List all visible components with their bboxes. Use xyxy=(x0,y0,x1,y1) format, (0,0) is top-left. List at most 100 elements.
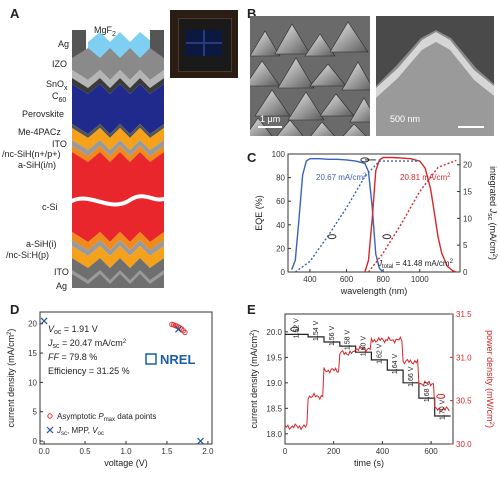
mpp-y2tick-label: 31.0 xyxy=(456,353,472,362)
ag-layer-bottom-ridge xyxy=(72,270,164,284)
panel-label-a: A xyxy=(10,6,20,21)
mpp-ylabel: current density (mA/cm2) xyxy=(249,330,259,429)
device-stack-diagram xyxy=(68,30,167,288)
label-me4pacz: Me-4PACz xyxy=(18,127,61,137)
mpp-step-label: 1.66 V xyxy=(408,366,415,387)
eqe-y2tick-label: 20 xyxy=(463,161,472,170)
snox-layer xyxy=(72,70,164,88)
eqe-series-line-1 xyxy=(364,156,457,273)
mpp-current-line xyxy=(285,333,451,417)
mpp-step-label: 1.70 V xyxy=(440,399,447,420)
eqe-xtick-label: 400 xyxy=(303,275,317,284)
nrel-logo-mark xyxy=(145,353,157,365)
ito-layer-bottom xyxy=(72,246,164,268)
jv-jsc-text: Jsc = 20.47 mA/cm2 xyxy=(47,338,127,350)
panel-label-b: B xyxy=(247,6,257,21)
label-ncsih: /nc-SiH(n+/p+) xyxy=(2,149,61,159)
mpp-y2tick-label: 30.5 xyxy=(456,397,472,406)
eqe-ann-red: 20.81 mA/cm2 xyxy=(400,173,451,182)
mpp-step-label: 1.52 V xyxy=(294,318,301,339)
jv-x-point xyxy=(40,317,48,325)
jv-ylabel: current density (mA/cm2) xyxy=(6,329,16,428)
mpp-step-label: 1.58 V xyxy=(345,330,352,351)
jv-xtick-label: 1.0 xyxy=(120,447,132,456)
nrel-logo-text: NREL xyxy=(160,352,195,367)
scale-label-right: 500 nm xyxy=(390,114,421,124)
eqe-series-line-0 xyxy=(291,158,384,273)
jv-legend-x-text: Jsc, MPP, Voc xyxy=(56,426,104,437)
mpp-step-label: 1.68 V xyxy=(424,382,431,403)
eqe-ann-total: Jtotal = 41.48 mA/cm2 xyxy=(377,259,454,270)
jv-ytick-label: 20 xyxy=(28,320,37,329)
eqe-chart: 400 600 800 100002040608010005101520wavelen… xyxy=(254,150,498,296)
label-perovskite: Perovskite xyxy=(22,109,65,119)
jv-ytick-label: 0 xyxy=(33,437,38,446)
eqe-ytick-label: 80 xyxy=(276,174,285,183)
panel-label-c: C xyxy=(247,150,257,165)
jv-x-point xyxy=(197,437,204,445)
jv-voc-text: Voc = 1.91 V xyxy=(48,324,98,336)
label-ito-top: ITO xyxy=(52,139,67,149)
izo-layer xyxy=(72,48,164,80)
mpp-ytick-label: 18.5 xyxy=(266,404,282,413)
label-ito-bottom: ITO xyxy=(54,267,69,277)
me4pacz-layer xyxy=(72,124,164,138)
mpp-xlabel: time (s) xyxy=(354,458,384,468)
mpp-xtick-label: 200 xyxy=(327,447,341,456)
csi-break-line xyxy=(68,194,167,207)
label-ncsih-p: /nc-Si:H(p) xyxy=(6,250,50,260)
csi-layer xyxy=(72,152,164,242)
label-izo: IZO xyxy=(52,59,67,69)
sem-image-pyramids xyxy=(250,16,370,136)
jv-x-point xyxy=(174,325,182,333)
mpp-step-label: 1.60 V xyxy=(360,336,367,357)
eqe-ytick-label: 20 xyxy=(276,244,285,253)
eqe-y2tick-label: 5 xyxy=(463,241,468,250)
eqe-ytick-label: 100 xyxy=(272,150,286,159)
sem-image-cross-section xyxy=(376,16,494,136)
mpp-chart: 0 200 400 600 18.0 18.5 19.0 19.5 20.0 30.0 30.5 31… xyxy=(249,310,495,468)
eqe-xlabel: wavelength (nm) xyxy=(340,286,408,296)
eqe-xtick-label: 800 xyxy=(376,275,390,284)
jv-xtick-label: 1.5 xyxy=(161,447,173,456)
label-ag-top: Ag xyxy=(58,39,70,49)
mpp-xtick-label: 0 xyxy=(283,447,288,456)
panel-label-d: D xyxy=(10,302,20,317)
eqe-y2tick-label: 0 xyxy=(463,268,468,277)
jv-legend-x xyxy=(46,426,54,434)
mpp-ytick-label: 19.0 xyxy=(266,379,282,388)
perovskite-layer xyxy=(72,84,164,134)
mpp-plot-frame xyxy=(284,313,454,445)
mpp-step-label: 1.56 V xyxy=(329,325,336,346)
mpp-xtick-label: 600 xyxy=(424,447,438,456)
eqe-ylabel2: integrated Jsc (mA/cm2) xyxy=(486,166,498,260)
jv-xlabel: voltage (V) xyxy=(104,458,148,468)
jv-legend-circle-text: Asymptotic Pmax data points xyxy=(57,412,156,423)
label-csi: c-Si xyxy=(42,202,58,212)
label-mgf2: MgF2 xyxy=(94,25,116,38)
jv-xtick-label: 0.0 xyxy=(39,447,51,456)
scale-label-left: 1 μm xyxy=(260,114,281,124)
jv-legend-circle xyxy=(47,413,53,419)
mpp-xtick-label: 400 xyxy=(376,447,390,456)
jv-ytick-label: 5 xyxy=(33,408,38,417)
cell-photo xyxy=(170,10,238,78)
asih-layer-bottom xyxy=(72,232,164,250)
mpp-y2tick-label: 30.0 xyxy=(456,440,472,449)
eqe-plot-frame xyxy=(287,153,461,273)
eqe-y2tick-label: 10 xyxy=(463,214,472,223)
eqe-series-line-3 xyxy=(367,159,457,273)
jv-circle-point xyxy=(182,329,188,336)
eqe-xtick-label: 600 xyxy=(340,275,354,284)
label-snox: SnOx xyxy=(46,79,68,92)
ito-layer-top xyxy=(72,128,164,150)
jv-ytick-label: 15 xyxy=(28,349,37,358)
eqe-series-line-2 xyxy=(294,160,420,273)
mpp-axis-marker xyxy=(290,326,300,332)
mpp-ytick-label: 18.0 xyxy=(266,430,282,439)
label-ag-bottom: Ag xyxy=(56,281,68,291)
mpp-step-label: 1.62 V xyxy=(376,343,383,364)
mpp-ytick-label: 20.0 xyxy=(266,328,282,337)
mpp-axis-marker xyxy=(436,393,446,399)
panel-label-e: E xyxy=(247,302,256,317)
